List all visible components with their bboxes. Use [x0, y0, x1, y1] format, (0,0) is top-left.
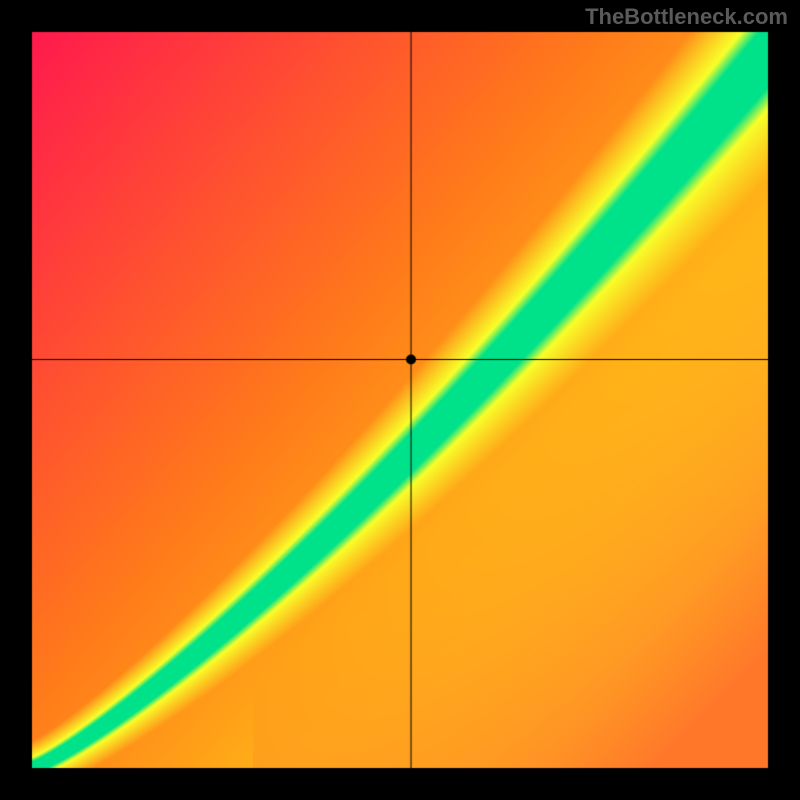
chart-container: TheBottleneck.com [0, 0, 800, 800]
heatmap-canvas [0, 0, 800, 800]
watermark-text: TheBottleneck.com [585, 4, 788, 30]
